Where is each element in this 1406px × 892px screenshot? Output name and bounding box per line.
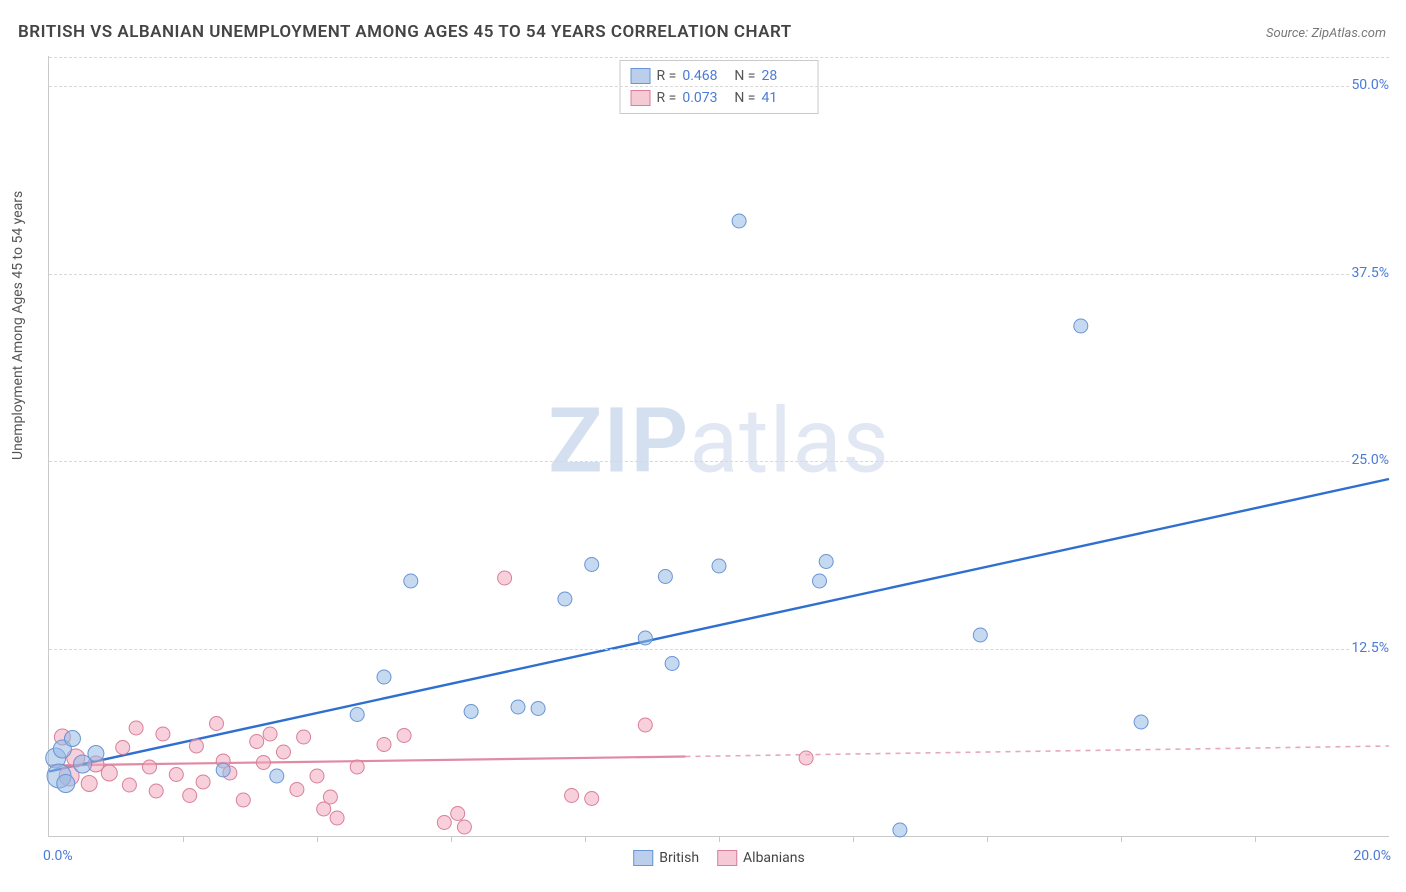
trendline-albanians-extrapolated [686,746,1390,757]
point-albanians [297,730,311,744]
y-tick-label: 12.5% [1349,640,1391,656]
point-albanians [101,765,117,781]
point-albanians [310,769,324,783]
point-british [732,214,746,228]
x-tick [585,836,586,842]
y-tick-label: 25.0% [1349,452,1391,468]
point-british [558,592,572,606]
point-albanians [116,741,130,755]
x-tick [317,836,318,842]
point-british [531,702,545,716]
point-british [1074,319,1088,333]
series-legend: British Albanians [633,850,805,866]
point-british [216,763,230,777]
point-albanians [290,783,304,797]
point-british [658,570,672,584]
point-british [350,708,364,722]
chart-title: BRITISH VS ALBANIAN UNEMPLOYMENT AMONG A… [18,22,792,42]
gridline [49,461,1389,462]
point-albanians [457,820,471,834]
source-attribution: Source: ZipAtlas.com [1266,26,1386,41]
legend-label-albanians: Albanians [743,850,805,866]
point-albanians [498,571,512,585]
point-albanians [143,760,157,774]
y-tick-label: 37.5% [1349,265,1391,281]
gridline [49,649,1389,650]
point-albanians [397,729,411,743]
point-british [893,823,907,837]
point-albanians [250,735,264,749]
point-albanians [129,721,143,735]
swatch-british [633,850,653,866]
legend-item-british: British [633,850,699,866]
plot-svg [49,56,1389,836]
point-albanians [323,790,337,804]
point-albanians [377,738,391,752]
x-tick [1121,836,1122,842]
point-albanians [169,768,183,782]
point-albanians [236,793,250,807]
point-albanians [210,717,224,731]
point-british [712,559,726,573]
point-british [665,657,679,671]
gridline [49,274,1389,275]
point-albanians [350,760,364,774]
y-tick-label: 50.0% [1349,77,1391,93]
point-british [88,746,104,762]
point-albanians [585,792,599,806]
gridline [49,86,1389,87]
plot-area: ZIPatlas R = 0.468 N = 28 R = 0.073 N = … [48,56,1389,837]
point-albanians [81,776,97,792]
swatch-albanians [717,850,737,866]
point-albanians [565,789,579,803]
legend-item-albanians: Albanians [717,850,805,866]
x-label-max: 20.0% [1353,848,1391,864]
x-tick [1255,836,1256,842]
point-british [1134,715,1148,729]
x-tick [987,836,988,842]
point-albanians [330,811,344,825]
point-albanians [183,789,197,803]
point-albanians [149,784,163,798]
point-albanians [437,816,451,830]
point-british [464,705,478,719]
x-tick [183,836,184,842]
point-british [973,628,987,642]
point-british [813,574,827,588]
x-tick [853,836,854,842]
x-label-min: 0.0% [43,848,73,864]
legend-label-british: British [659,850,699,866]
point-british [585,558,599,572]
point-albanians [277,745,291,759]
point-albanians [799,751,813,765]
point-british [64,731,80,747]
point-albanians [451,807,465,821]
point-albanians [256,756,270,770]
point-british [270,769,284,783]
point-albanians [156,727,170,741]
source-label: Source: [1266,26,1311,41]
point-albanians [189,739,203,753]
point-british [511,700,525,714]
x-tick [451,836,452,842]
point-albanians [196,775,210,789]
point-albanians [638,718,652,732]
point-british [819,555,833,569]
y-axis-label: Unemployment Among Ages 45 to 54 years [10,191,26,460]
x-tick [719,836,720,842]
trendline-british [49,479,1389,772]
point-british [404,574,418,588]
point-albanians [263,727,277,741]
point-british [57,775,75,793]
source-value: ZipAtlas.com [1311,26,1386,41]
point-albanians [122,778,136,792]
point-british [377,670,391,684]
point-british [638,631,652,645]
